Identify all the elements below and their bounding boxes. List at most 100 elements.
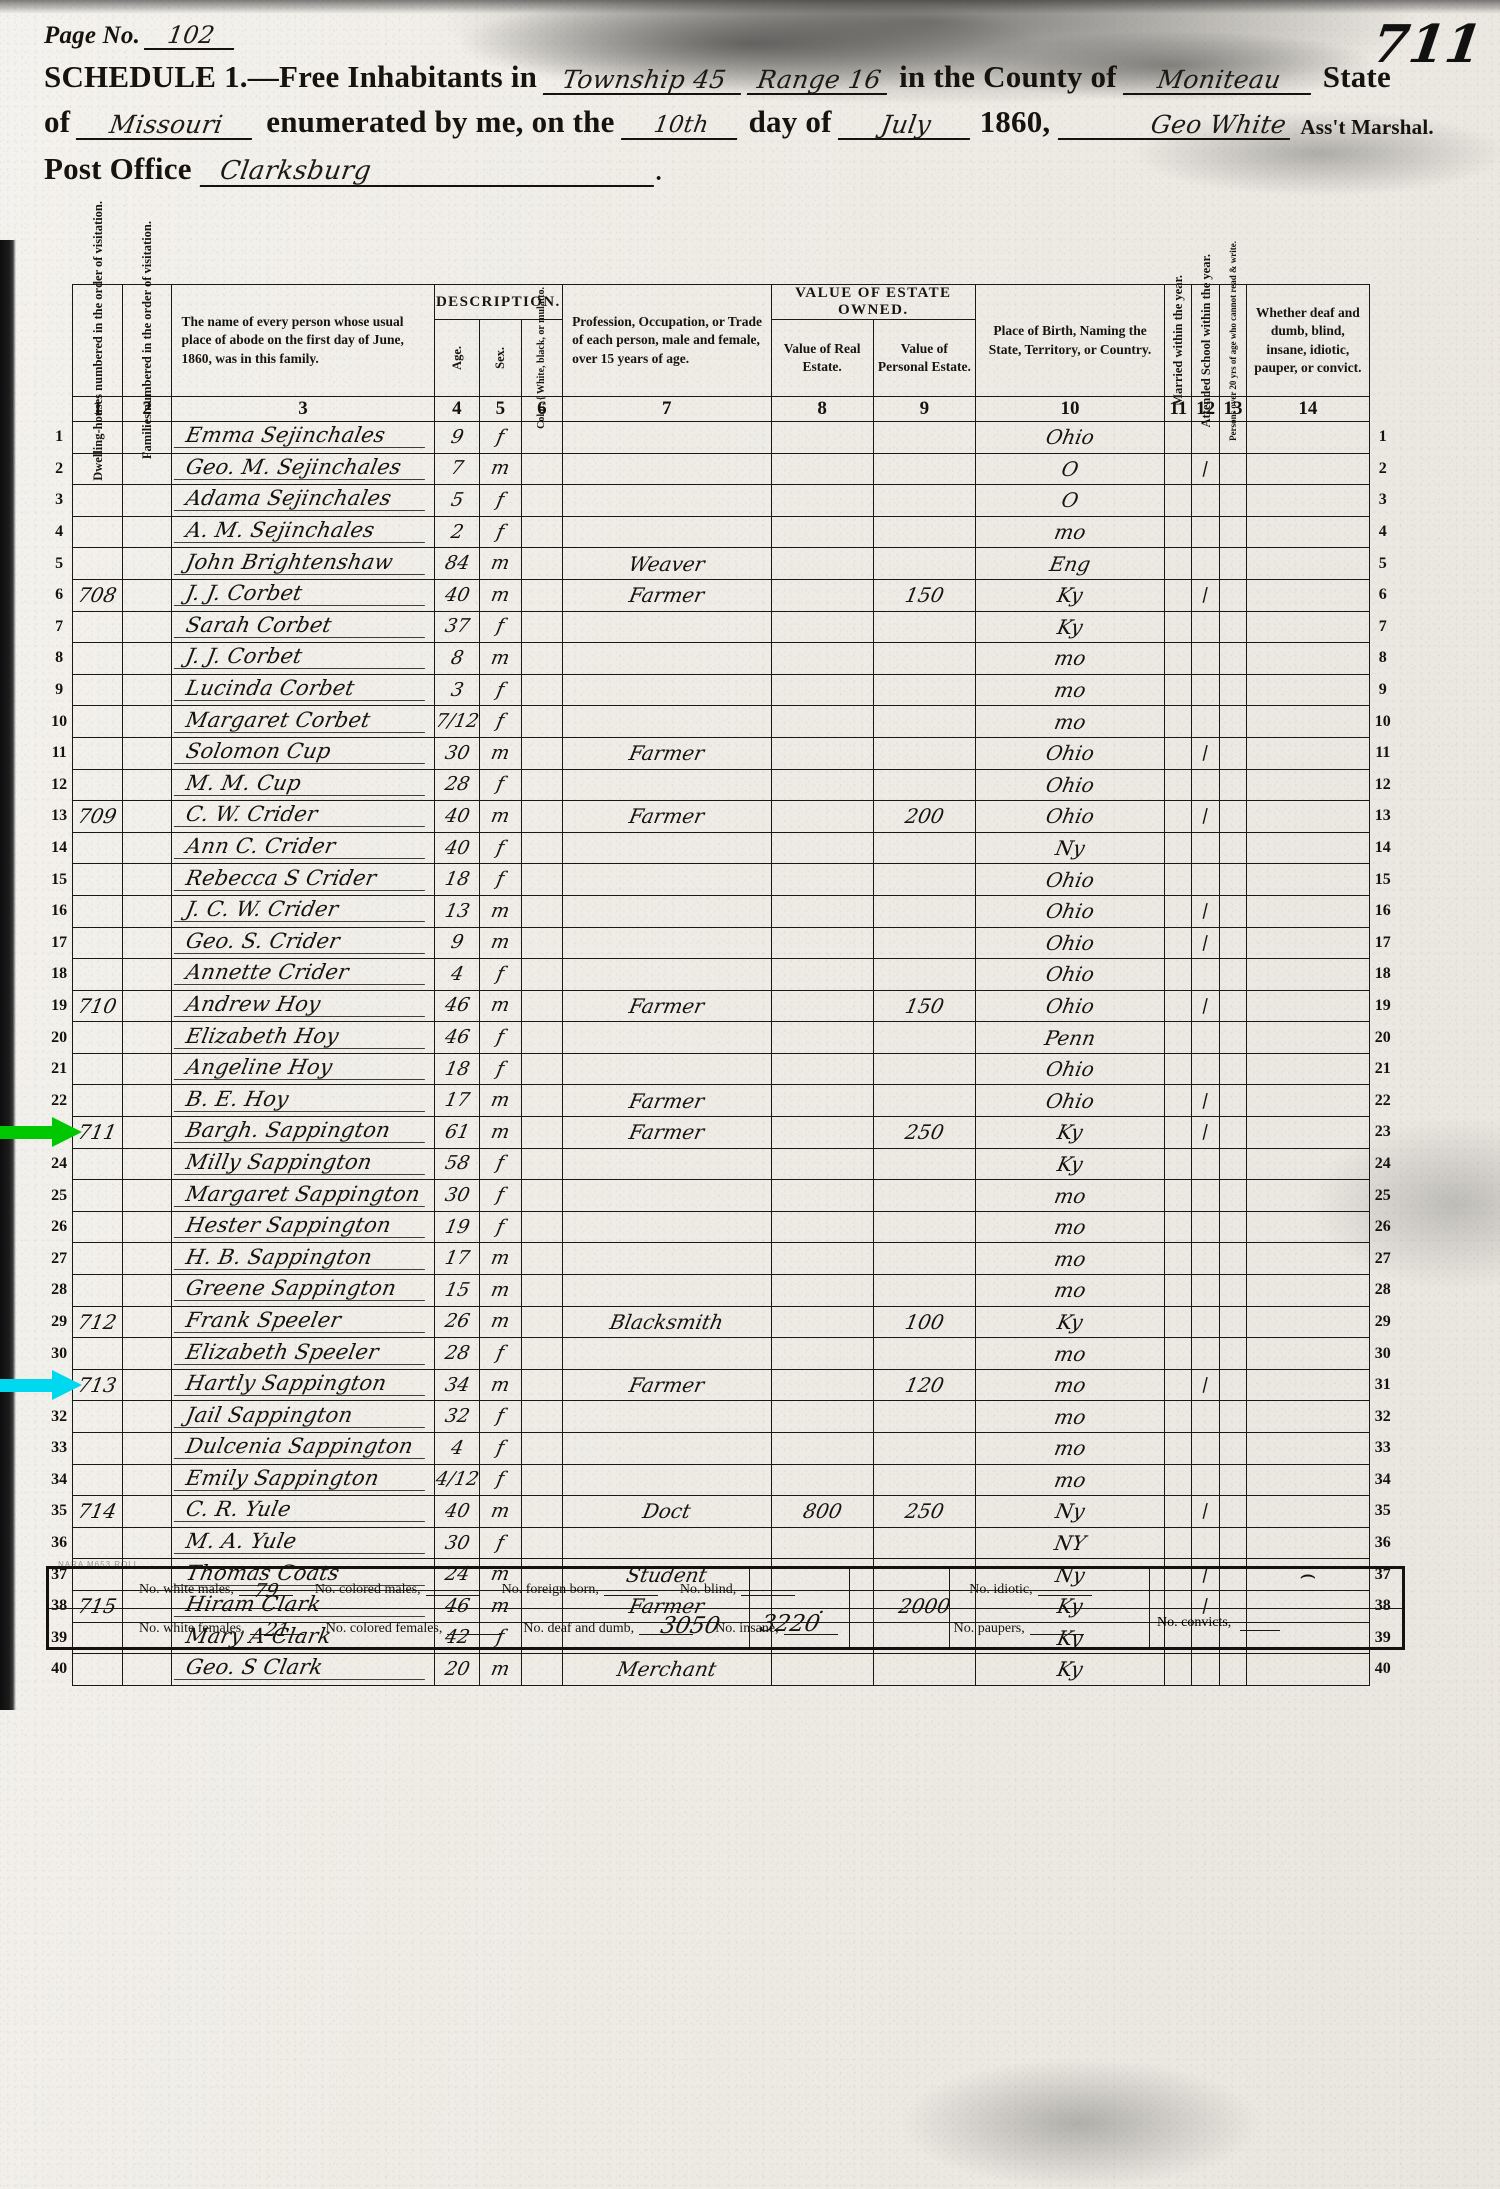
- cell-dwelling: 709: [72, 800, 123, 833]
- county-value: Moniteau: [1122, 65, 1315, 95]
- row-number-right: 2: [1378, 459, 1387, 477]
- cell-personal_estate: [872, 610, 976, 644]
- cell-personal_estate: 250: [872, 1495, 976, 1528]
- dwelling-text: 710: [76, 993, 120, 1018]
- age-text: 17: [442, 1247, 472, 1270]
- cell-married: [1164, 831, 1193, 865]
- cell-married: [1164, 484, 1193, 517]
- cell-birthplace: mo: [974, 1210, 1166, 1244]
- cell-occupation: [562, 1242, 772, 1276]
- cell-married: [1164, 515, 1193, 549]
- cell-birthplace: Ky: [974, 1116, 1166, 1149]
- cell-deaf: [1246, 736, 1370, 770]
- sex-text: m: [489, 1120, 512, 1143]
- birthplace-text: Ohio: [1043, 930, 1097, 955]
- cell-age: 28: [433, 1337, 481, 1370]
- cell-birthplace: Ky: [974, 578, 1166, 612]
- cell-married: [1164, 1210, 1193, 1244]
- cell-personal_estate: [872, 642, 976, 675]
- sex-text: m: [489, 1373, 512, 1396]
- row-number-left: 17: [51, 933, 68, 951]
- cell-school: [1191, 610, 1220, 644]
- cell-school: \: [1191, 578, 1220, 612]
- cell-cannot_rw: [1218, 894, 1248, 928]
- age-text: 9: [448, 425, 466, 448]
- name-text: B. E. Hoy: [174, 1087, 430, 1112]
- cell-family: [121, 1305, 173, 1339]
- colnum-13: 13: [1218, 396, 1248, 422]
- cell-occupation: Farmer: [562, 578, 772, 612]
- row-number-right: 8: [1378, 649, 1387, 667]
- cell-occupation: [562, 863, 772, 896]
- header-col8: Value of Real Estate.: [770, 319, 874, 397]
- day-label: day of: [748, 104, 832, 139]
- table-row: 13 709 C. W. Crider 40 m Farmer 200 Ohio \ 13: [46, 800, 1396, 833]
- table-row: 8 J. J. Corbet 8 m mo 8: [46, 642, 1396, 675]
- cell-name: Margaret Corbet: [171, 705, 435, 738]
- cell-personal_estate: [872, 1432, 976, 1465]
- cell-family: [121, 1274, 173, 1307]
- cell-married: [1164, 800, 1193, 833]
- cell-personal_estate: [872, 1147, 976, 1181]
- cell-sex: f: [479, 1432, 522, 1465]
- cell-age: 8: [433, 642, 481, 675]
- cell-occupation: [562, 1147, 772, 1181]
- cell-dwelling: [72, 1021, 123, 1054]
- cell-real_estate: [770, 863, 874, 896]
- cell-name: Jail Sappington: [171, 1400, 435, 1433]
- dwelling-text: 714: [76, 1499, 120, 1524]
- marshal-title: Ass't Marshal.: [1300, 115, 1434, 139]
- cell-school: \: [1191, 989, 1220, 1023]
- cell-birthplace: Ky: [974, 1589, 1166, 1623]
- sex-text: f: [494, 1026, 507, 1049]
- row-number-right: 23: [1374, 1123, 1391, 1141]
- colnum-1: 1: [72, 396, 123, 422]
- cell-occupation: [562, 1210, 772, 1244]
- cell-cannot_rw: [1218, 1242, 1248, 1276]
- cell-sex: f: [479, 1400, 522, 1433]
- cell-deaf: [1246, 1526, 1370, 1560]
- cell-occupation: Weaver: [562, 547, 772, 580]
- row-number-left: 11: [51, 744, 67, 762]
- cell-deaf: [1246, 831, 1370, 865]
- header-col2: Families numbered in the order of visita…: [121, 221, 173, 460]
- cell-real_estate: [770, 1116, 874, 1149]
- scan-shadow-top: [0, 0, 1500, 14]
- name-text: Sarah Corbet: [174, 613, 430, 638]
- cell-occupation: [562, 1179, 772, 1212]
- cell-color: [520, 673, 564, 707]
- name-text: J. J. Corbet: [174, 644, 430, 670]
- name-text: H. B. Sappington: [174, 1245, 430, 1270]
- cell-occupation: [562, 642, 772, 675]
- personal_estate-text: 250: [902, 1120, 946, 1145]
- cell-cannot_rw: [1218, 800, 1248, 833]
- cell-cannot_rw: [1218, 515, 1248, 549]
- cell-age: 17: [433, 1084, 481, 1118]
- birthplace-text: NY: [1052, 1531, 1088, 1556]
- sex-text: f: [494, 615, 507, 638]
- sex-text: f: [494, 1152, 507, 1175]
- post-office-line: Post Office Clarksburg .: [44, 151, 1464, 187]
- schedule-title: SCHEDULE 1.—Free Inhabitants in: [44, 59, 538, 94]
- cell-real_estate: [770, 642, 874, 675]
- cell-sex: f: [479, 484, 522, 517]
- cell-sex: f: [479, 958, 522, 991]
- cell-real_estate: [770, 736, 874, 770]
- state-date-line: of Missouri enumerated by me, on the 10t…: [44, 104, 1464, 140]
- name-text: Frank Speeler: [174, 1308, 430, 1333]
- birthplace-text: mo: [1052, 1215, 1088, 1240]
- cell-school: \: [1191, 1368, 1220, 1402]
- birthplace-text: Ky: [1055, 1657, 1085, 1682]
- state-value: Missouri: [76, 110, 257, 140]
- cell-deaf: ⌢: [1246, 1558, 1370, 1591]
- cell-age: 28: [433, 768, 481, 802]
- cell-school: \: [1191, 926, 1220, 960]
- birthplace-text: Ohio: [1043, 867, 1097, 892]
- header-col6: Color, { White, black, or mulatto.: [520, 287, 564, 429]
- row-number-left: 40: [51, 1660, 68, 1678]
- cell-personal_estate: [872, 1337, 976, 1370]
- cell-name: John Brightenshaw: [171, 547, 435, 580]
- cell-name: A. M. Sejinchales: [171, 515, 435, 549]
- cell-dwelling: [72, 768, 123, 802]
- cell-dwelling: 714: [72, 1495, 123, 1528]
